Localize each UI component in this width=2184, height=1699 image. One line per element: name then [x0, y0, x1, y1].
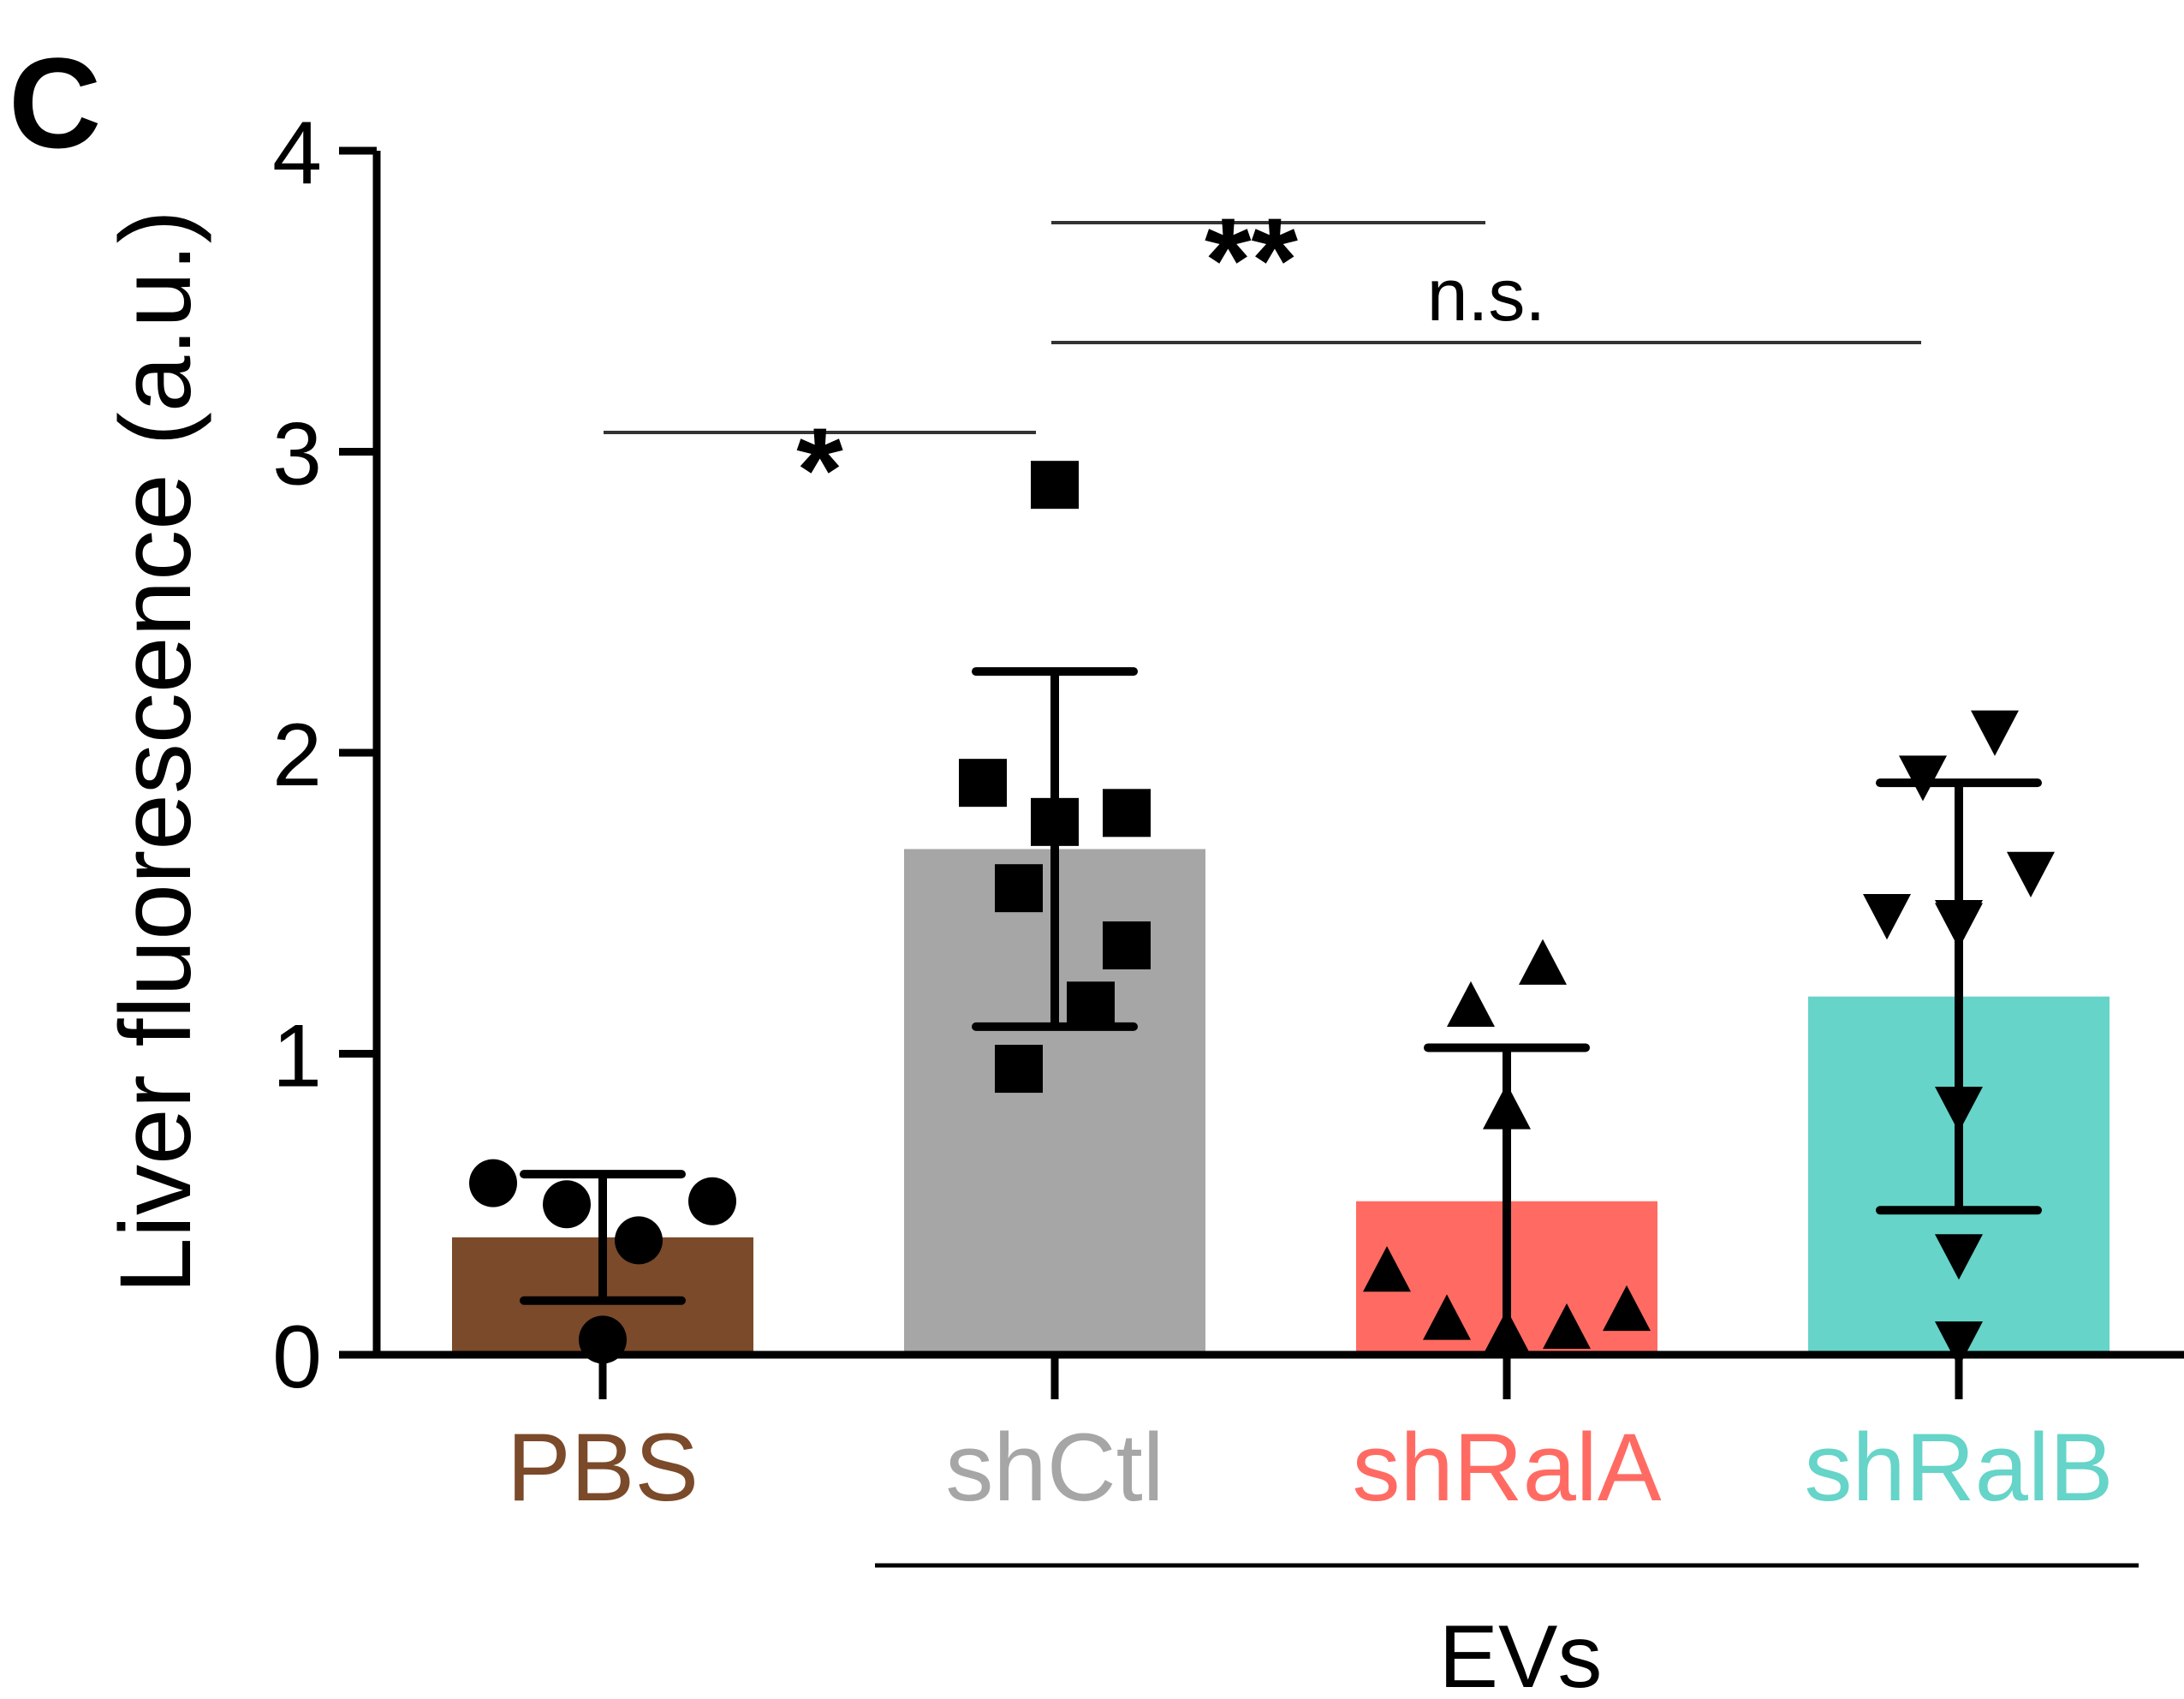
y-tick-label: 1 — [272, 1007, 322, 1106]
data-point-shctl — [995, 1045, 1043, 1094]
data-point-shrala — [1519, 939, 1567, 985]
x-tick-label-shctl: shCtl — [945, 1414, 1163, 1521]
data-point-shralb — [1935, 1321, 1983, 1368]
data-point-shralb — [2007, 851, 2055, 898]
significance-label: n.s. — [1427, 254, 1546, 337]
data-point-shralb — [1863, 894, 1911, 940]
data-point-shrala — [1423, 1294, 1471, 1340]
data-point-shctl — [959, 759, 1007, 808]
data-point-shralb — [1935, 1234, 1983, 1280]
data-point-shrala — [1363, 1246, 1411, 1292]
y-tick-label: 4 — [272, 104, 322, 203]
data-point-shctl — [1103, 789, 1151, 838]
y-tick-label: 0 — [272, 1308, 322, 1407]
significance-label: ** — [1205, 193, 1298, 327]
data-point-shralb — [1971, 710, 2019, 756]
data-point-shctl — [1067, 981, 1115, 1030]
data-point-pbs — [543, 1180, 591, 1229]
x-tick-label-shrala: shRalA — [1352, 1414, 1661, 1521]
data-point-pbs — [688, 1177, 736, 1225]
y-axis-label: Liver fluorescence (a.u.) — [99, 210, 212, 1294]
data-point-shralb — [1899, 755, 1947, 802]
data-point-pbs — [469, 1159, 517, 1207]
data-point-shctl — [1031, 461, 1079, 510]
data-point-shrala — [1603, 1285, 1651, 1332]
y-tick-label: 3 — [272, 405, 322, 504]
x-tick-label-shralb: shRalB — [1804, 1414, 2113, 1521]
data-point-shrala — [1543, 1303, 1591, 1350]
significance-label: * — [796, 402, 843, 537]
data-point-pbs — [615, 1216, 663, 1265]
data-point-shrala — [1447, 981, 1495, 1028]
y-tick-label: 2 — [272, 706, 322, 805]
panel-label: C — [9, 31, 101, 175]
group-label: EVs — [1439, 1607, 1603, 1699]
x-tick-label-pbs: PBS — [507, 1414, 699, 1521]
data-point-shctl — [1103, 921, 1151, 969]
data-point-shctl — [995, 864, 1043, 913]
